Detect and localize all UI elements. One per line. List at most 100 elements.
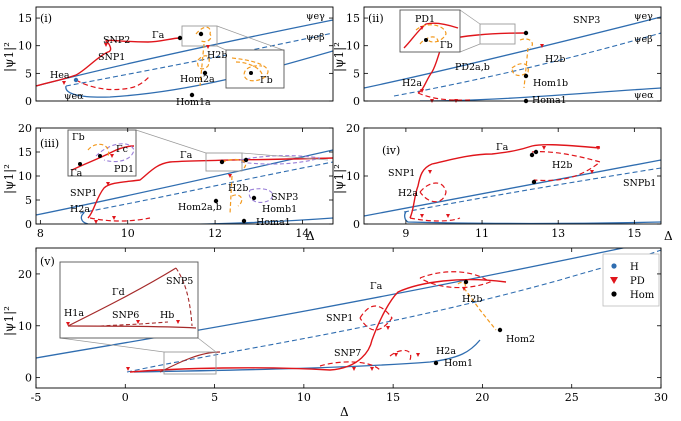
svg-text:Hom2a: Hom2a — [180, 74, 215, 85]
annotations-iv: (iv) Γa H2a SNP1 H2b SNPb1 — [382, 142, 656, 199]
annotations-v: (v) Γa H2b SNP1 SNP7 H2a Hom2 Hom1 — [40, 255, 535, 369]
svg-text:Homa1: Homa1 — [532, 95, 567, 106]
svg-text:Hea: Hea — [50, 70, 70, 81]
legend-pd-marker — [610, 277, 618, 284]
annotations-i: (i) ψeγ ψeβ ψeα Γa SNP2 SNP1 Hea H2b Hom… — [40, 11, 325, 108]
xtick-label: 25 — [565, 391, 579, 404]
svg-text:Γd: Γd — [112, 287, 125, 298]
svg-text:SNP2: SNP2 — [103, 35, 130, 46]
svg-text:Γb: Γb — [72, 132, 85, 143]
inset-label-gamma-b: Γb — [260, 75, 273, 86]
svg-text:SNP1: SNP1 — [70, 188, 97, 199]
ytick-label: 15 — [18, 146, 32, 159]
ytick-label: 5 — [353, 67, 360, 80]
svg-text:Hom1b: Hom1b — [533, 78, 568, 89]
svg-text:H2b: H2b — [462, 294, 482, 305]
svg-text:SNP1: SNP1 — [326, 313, 353, 324]
axes-frame-i — [35, 6, 334, 102]
svg-text:ψeα: ψeα — [64, 91, 84, 102]
zoom-rect — [181, 25, 218, 47]
svg-text:H2a: H2a — [402, 78, 422, 89]
svg-text:Hb: Hb — [160, 310, 174, 321]
hss-unstable-curve — [65, 32, 333, 87]
panel-label-iii: (iii) — [40, 137, 59, 150]
xlabel-iii: Δ — [306, 229, 315, 243]
xtick-label: 13 — [551, 227, 565, 240]
panel-iii: Γa Γb Γc PD1 (iii) Γa H2b SNP3 SNP1 H2a … — [35, 127, 334, 228]
svg-text:H1a: H1a — [64, 308, 84, 319]
svg-text:Hom1: Hom1 — [444, 358, 473, 369]
svg-text:H2b: H2b — [207, 50, 227, 61]
panel-label-v: (v) — [40, 255, 55, 268]
svg-text:SNPb1: SNPb1 — [623, 178, 656, 189]
ylabel-i: |ψ1|² — [2, 42, 16, 72]
xlabel-v: Δ — [340, 405, 349, 419]
xtick-label: 15 — [627, 227, 641, 240]
xtick-label: 11 — [475, 227, 489, 240]
panel-i: Γb (i) ψeγ ψeβ ψeα Γa SNP2 SNP1 Hea H2b … — [35, 6, 334, 108]
ytick-label: 10 — [18, 40, 32, 53]
svg-text:Hom2: Hom2 — [506, 334, 535, 345]
svg-text:SNP5: SNP5 — [166, 276, 193, 287]
ytick-label: 0 — [25, 218, 32, 231]
ytick-label: 15 — [346, 12, 360, 25]
svg-text:H2b: H2b — [552, 160, 572, 171]
inset-v: Γd H1a SNP5 SNP6 Hb — [59, 261, 199, 339]
legend-pd-label: PD — [630, 276, 645, 287]
zoom-line-b — [216, 25, 284, 51]
inset-i: Γb — [225, 49, 285, 89]
xtick-label: 12 — [208, 227, 222, 240]
legend-h-label: H — [630, 262, 639, 273]
xtick-label: 30 — [654, 391, 668, 404]
ytick-label: 10 — [346, 170, 360, 183]
ytick-label: 0 — [353, 218, 360, 231]
svg-text:SNP3: SNP3 — [271, 192, 298, 203]
marks-iii — [94, 157, 257, 224]
legend-hom-marker — [611, 291, 617, 297]
xtick-label: 14 — [295, 227, 309, 240]
ytick-label: 15 — [18, 12, 32, 25]
svg-text:SNP1: SNP1 — [98, 52, 125, 63]
zoom-line-a — [216, 45, 227, 51]
xtick-label: -5 — [31, 391, 42, 404]
svg-text:Hom1a: Hom1a — [176, 97, 211, 108]
panel-label-i: (i) — [40, 12, 52, 25]
inset-ii: PD1 Γb — [399, 9, 461, 53]
marks-i — [62, 31, 210, 98]
panel-v: Γd H1a SNP5 SNP6 Hb (v) Γa H2b SNP1 SNP7… — [35, 247, 662, 389]
marks-v — [126, 279, 503, 371]
svg-text:SNP7: SNP7 — [334, 348, 361, 359]
ytick-label: 20 — [346, 122, 360, 135]
xtick-label: 5 — [211, 391, 218, 404]
ytick-label: 20 — [18, 268, 32, 281]
ylabel-iii: |ψ1|² — [2, 164, 16, 194]
svg-text:ψeγ: ψeγ — [634, 11, 653, 22]
legend-hom-label: Hom — [630, 290, 655, 301]
inset-iii: Γa Γb Γc PD1 — [67, 129, 137, 179]
axes-frame-v — [35, 247, 662, 389]
xlabel-iv: Δ — [664, 229, 673, 243]
annotations-iii: (iii) Γa H2b SNP3 SNP1 H2a Hom2a,b Homb1… — [40, 137, 298, 228]
svg-text:H2b: H2b — [228, 183, 248, 194]
svg-text:ψeβ: ψeβ — [634, 34, 653, 45]
gamma-a-lower-curve — [75, 75, 151, 91]
svg-text:Γc: Γc — [116, 144, 128, 155]
gamma-b-curve — [195, 26, 212, 87]
svg-text:H2a: H2a — [398, 188, 418, 199]
svg-text:ψeγ: ψeγ — [306, 11, 325, 22]
svg-text:Γa: Γa — [70, 168, 83, 179]
svg-text:SNP1: SNP1 — [388, 168, 415, 179]
panel-label-ii: (ii) — [368, 12, 384, 25]
marks-iv — [420, 146, 600, 218]
gamma-a-curve — [36, 37, 181, 87]
svg-text:ψeα: ψeα — [634, 90, 654, 101]
svg-text:Γa: Γa — [496, 142, 509, 153]
svg-text:Homa1: Homa1 — [256, 217, 291, 228]
svg-text:H2a: H2a — [70, 204, 90, 215]
annotations-ii: (ii) ψeγ ψeβ ψeα PD2a,b SNP3 H2a H2b Hom… — [368, 11, 654, 106]
svg-text:Γa: Γa — [370, 281, 383, 292]
xtick-label: 15 — [386, 391, 400, 404]
ytick-label: 10 — [18, 170, 32, 183]
axes-frame-ii — [363, 6, 662, 102]
